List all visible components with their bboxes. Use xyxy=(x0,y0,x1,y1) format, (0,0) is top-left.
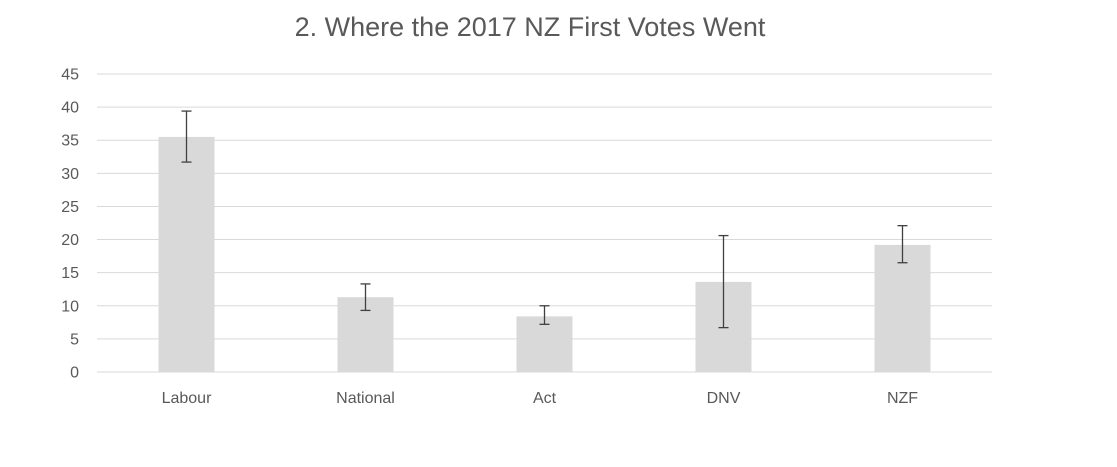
bar-nzf xyxy=(874,244,931,372)
chart-title: 2. Where the 2017 NZ First Votes Went xyxy=(294,12,766,42)
bars xyxy=(158,136,931,372)
error-bar-nzf xyxy=(897,224,908,264)
y-axis-ticks: 0 5 10 15 20 25 30 35 40 45 xyxy=(61,67,79,382)
y-tick-label-35: 35 xyxy=(61,133,79,150)
error-bars xyxy=(181,110,908,329)
y-tick-label-40: 40 xyxy=(61,100,79,117)
bar-act xyxy=(516,316,573,372)
x-tick-label-nzf: NZF xyxy=(887,390,918,407)
x-tick-label-act: Act xyxy=(533,390,557,407)
error-bar-act xyxy=(539,305,550,325)
x-axis-ticks: Labour National Act DNV NZF xyxy=(162,390,919,407)
error-bar-national xyxy=(360,283,371,312)
bar-labour xyxy=(158,136,215,372)
y-tick-label-10: 10 xyxy=(61,298,79,315)
x-tick-label-labour: Labour xyxy=(162,390,212,407)
y-tick-label-25: 25 xyxy=(61,199,79,216)
error-bar-labour xyxy=(181,110,192,163)
y-tick-label-5: 5 xyxy=(70,331,79,348)
y-tick-label-20: 20 xyxy=(61,232,79,249)
x-tick-label-national: National xyxy=(336,390,395,407)
y-tick-label-45: 45 xyxy=(61,67,79,84)
x-tick-label-dnv: DNV xyxy=(707,390,741,407)
y-tick-label-30: 30 xyxy=(61,166,79,183)
y-tick-label-15: 15 xyxy=(61,265,79,282)
error-bar-dnv xyxy=(718,234,729,329)
y-tick-label-0: 0 xyxy=(70,365,79,382)
